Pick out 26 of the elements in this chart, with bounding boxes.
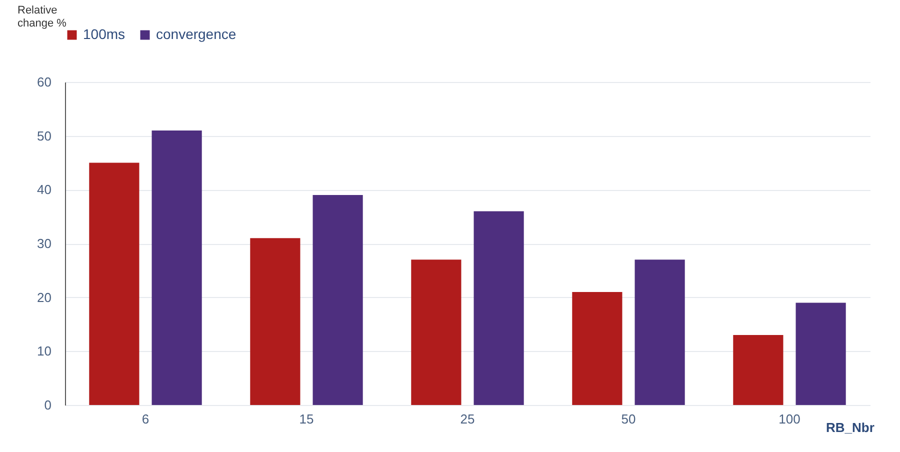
bar: [152, 130, 202, 405]
bar: [474, 211, 524, 405]
y-tick-label: 60: [37, 74, 52, 90]
y-tick-label: 40: [37, 182, 52, 198]
bar: [312, 195, 363, 405]
bar: [89, 162, 140, 405]
bar: [634, 260, 685, 405]
bar: [411, 260, 462, 405]
y-tick-label: 0: [44, 398, 52, 412]
x-tick-label: 15: [299, 412, 314, 426]
y-tick-label: 20: [37, 290, 52, 305]
y-tick-label: 30: [37, 236, 52, 251]
x-tick-label: 50: [621, 412, 636, 426]
x-tick-label: 6: [142, 412, 150, 426]
bar: [733, 335, 784, 405]
x-tick-label: 100: [778, 412, 800, 426]
legend-label: 100ms: [83, 26, 126, 42]
legend-label: convergence: [156, 26, 236, 42]
bar: [572, 292, 622, 405]
y-axis-title: Relative change %: [18, 4, 67, 30]
y-tick-label: 50: [37, 128, 52, 144]
x-tick-label: 25: [460, 412, 475, 426]
bar: [796, 302, 846, 405]
y-tick-label: 10: [37, 344, 52, 359]
x-axis-title: RB_Nbr: [826, 420, 874, 435]
bar: [250, 238, 300, 405]
